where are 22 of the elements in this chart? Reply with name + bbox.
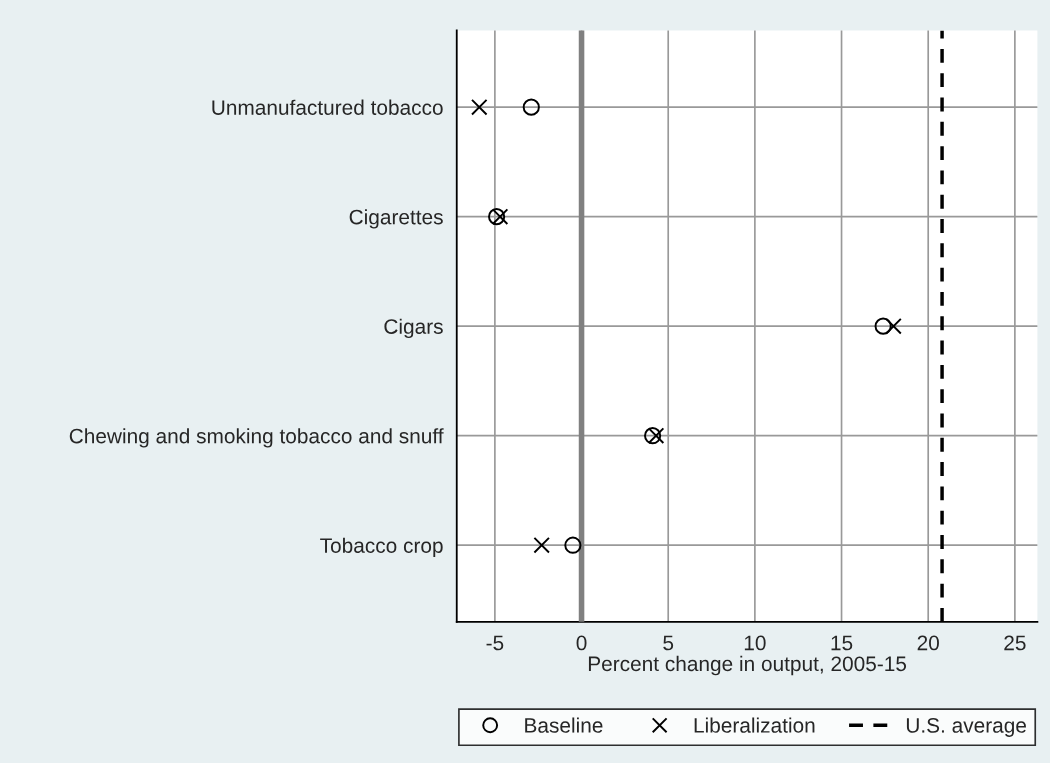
y-tick-label: Cigars bbox=[384, 318, 443, 339]
point bbox=[522, 98, 540, 116]
x-tick-label: 10 bbox=[744, 635, 766, 651]
point bbox=[471, 98, 488, 116]
point bbox=[874, 317, 892, 335]
x-tick-label: 20 bbox=[917, 635, 939, 651]
x-tick-label: 5 bbox=[663, 635, 674, 651]
y-tick-label: Unmanufactured tobacco bbox=[212, 99, 443, 115]
legend-label: Liberalization bbox=[694, 717, 815, 733]
x-axis-title: Percent change in output, 2005-15 bbox=[588, 655, 907, 676]
y-tick-label: Tobacco crop bbox=[320, 537, 443, 558]
y-tick-label: Cigarettes bbox=[349, 209, 443, 229]
point bbox=[564, 536, 582, 554]
point bbox=[533, 536, 550, 554]
legend-label: U.S. average bbox=[906, 718, 1026, 737]
point bbox=[885, 317, 902, 335]
x-tick-label: 15 bbox=[831, 635, 853, 651]
x-tick-label: 0 bbox=[576, 635, 587, 651]
legend-label: Baseline bbox=[525, 717, 603, 733]
x-tick-label: -5 bbox=[486, 635, 504, 651]
y-tick-label: Chewing and smoking tobacco and snuff bbox=[69, 428, 444, 448]
x-tick-label: 25 bbox=[1004, 635, 1026, 651]
